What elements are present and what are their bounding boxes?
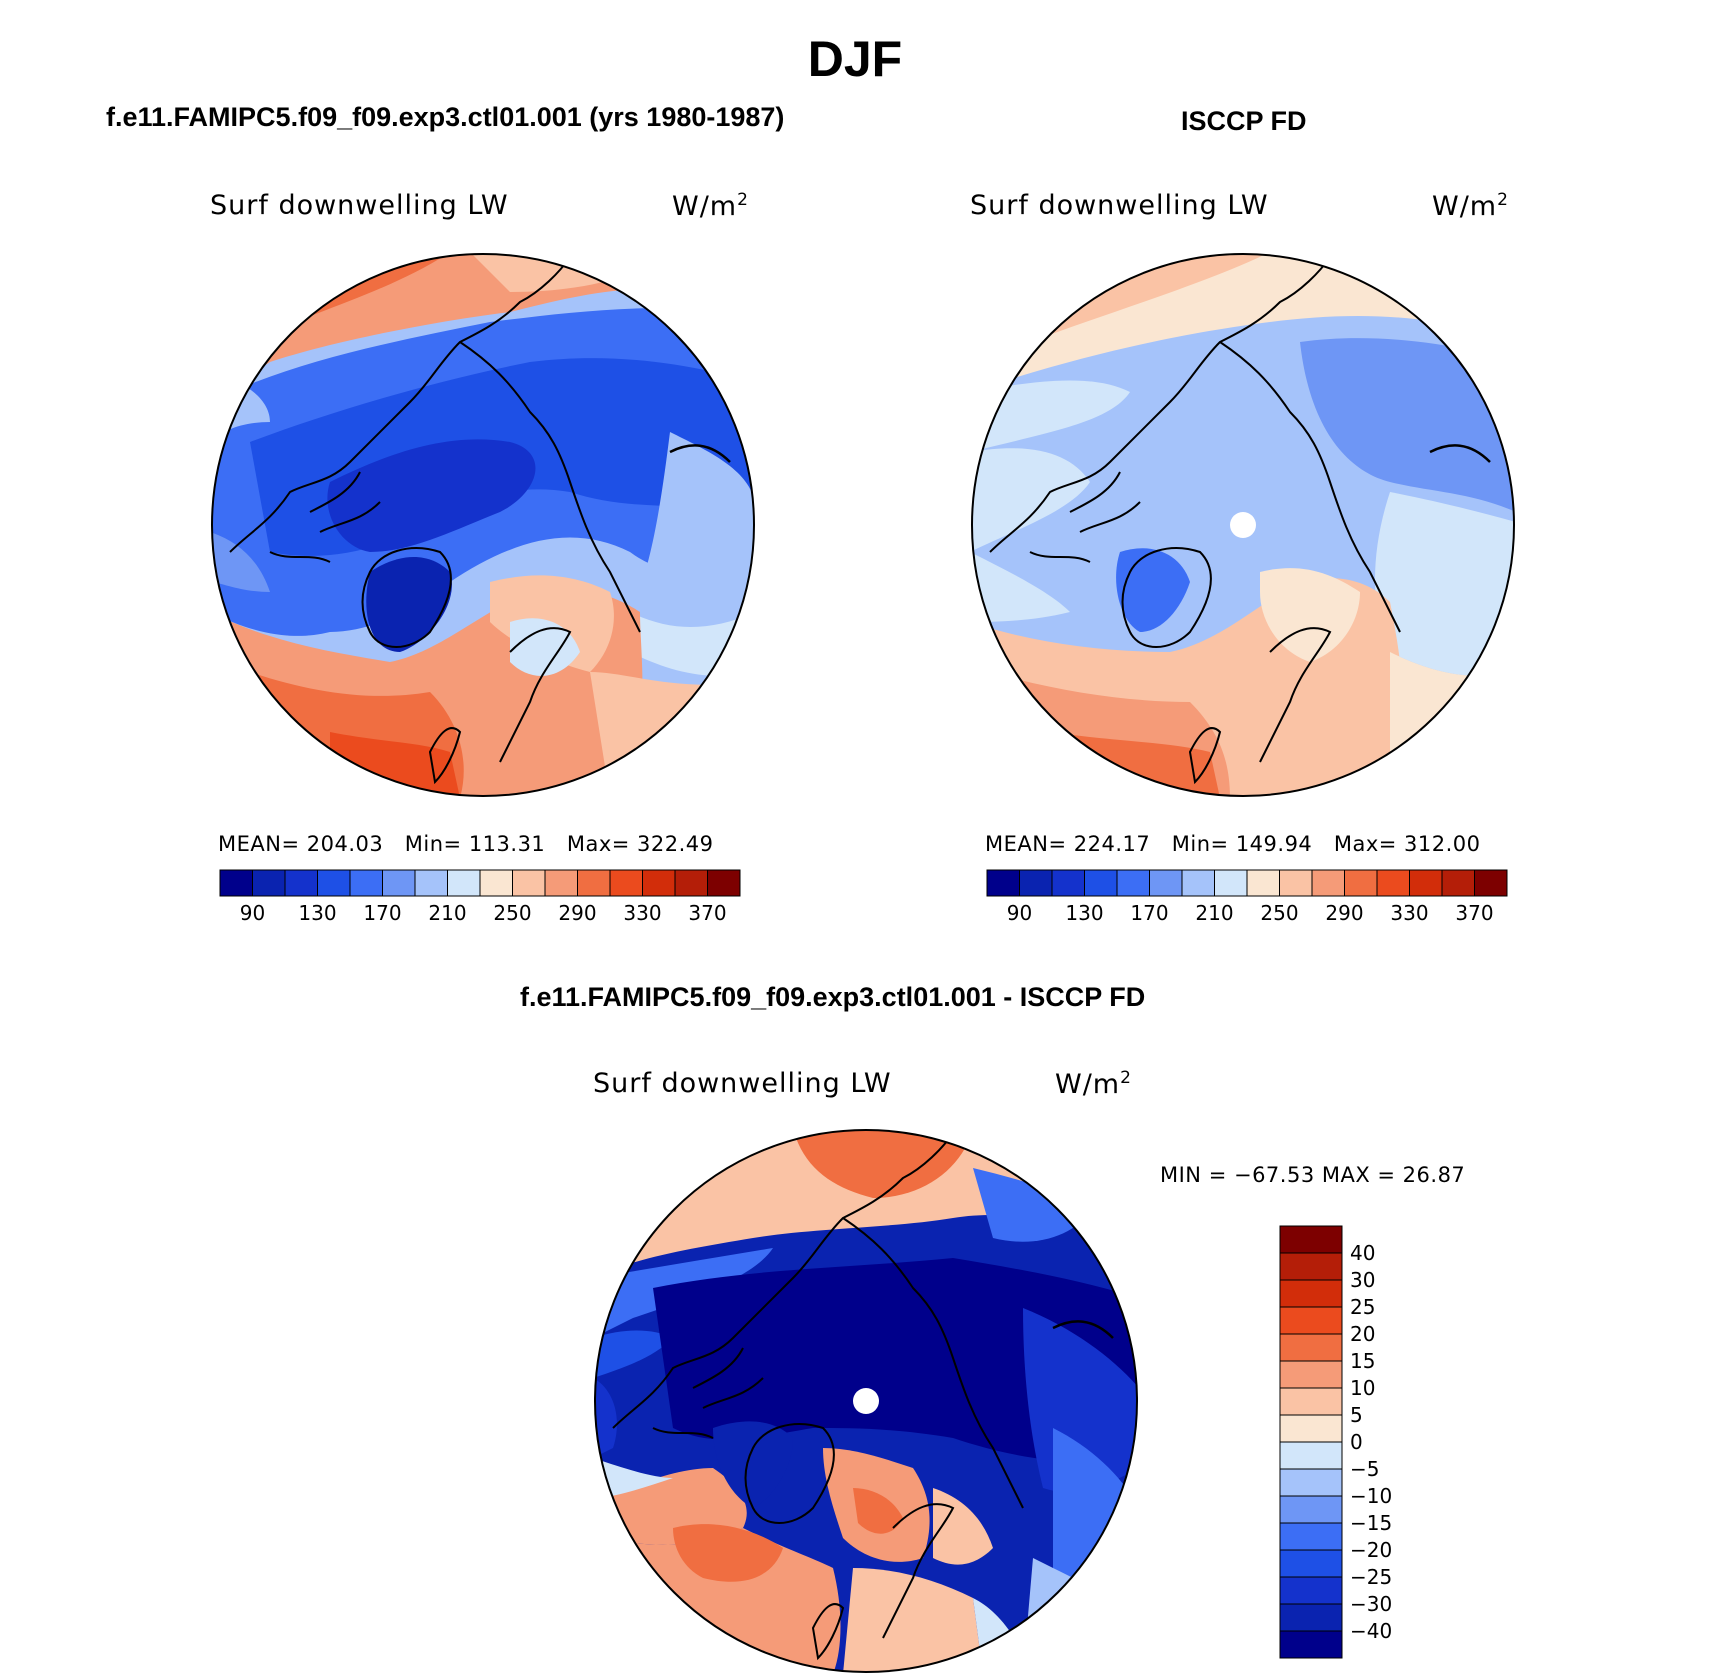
model-colorbar-swatch (479, 869, 513, 897)
diff-colorbar-tick-label: −25 (1350, 1565, 1392, 1589)
diff-colorbar-swatch (1279, 1279, 1343, 1308)
diff-colorbar-swatch (1279, 1549, 1343, 1578)
diff-colorbar-swatch (1279, 1225, 1343, 1254)
model-colorbar-swatch (577, 869, 611, 897)
diff-colorbar-swatch (1279, 1387, 1343, 1416)
obs-colorbar-tick-label: 210 (1195, 901, 1233, 925)
diff-colorbar-swatch (1279, 1333, 1343, 1362)
model-colorbar-tick-label: 370 (688, 901, 726, 925)
model-colorbar-swatch (349, 869, 383, 897)
obs-colorbar-swatch (1311, 869, 1345, 897)
model-colorbar-swatch (642, 869, 676, 897)
diff-colorbar-tick-label: −5 (1350, 1457, 1379, 1481)
diff-variable-label: Surf downwelling LW (593, 1068, 892, 1099)
obs-colorbar-swatch (1474, 869, 1508, 897)
obs-variable-label: Surf downwelling LW (970, 190, 1269, 221)
diff-colorbar-tick-label: −40 (1350, 1619, 1392, 1643)
model-colorbar-swatch (382, 869, 416, 897)
diff-colorbar-swatch (1279, 1252, 1343, 1281)
model-colorbar-swatch (609, 869, 643, 897)
obs-colorbar-tick-label: 130 (1065, 901, 1103, 925)
model-colorbar-tick-label: 210 (428, 901, 466, 925)
obs-polar-map (971, 253, 1515, 797)
diff-polar-map (594, 1129, 1138, 1673)
model-colorbar-swatch (317, 869, 351, 897)
diff-colorbar-swatch (1279, 1630, 1343, 1659)
model-colorbar-swatch (544, 869, 578, 897)
obs-colorbar-swatch (1084, 869, 1118, 897)
diff-units-label: W/m2 (1055, 1068, 1132, 1100)
diff-colorbar-tick-label: 40 (1350, 1241, 1375, 1265)
diff-colorbar-tick-label: 20 (1350, 1322, 1375, 1346)
model-variable-label: Surf downwelling LW (210, 190, 509, 221)
obs-colorbar-tick-label: 250 (1260, 901, 1298, 925)
figure-title: DJF (807, 31, 903, 87)
obs-colorbar-tick-label: 290 (1325, 901, 1363, 925)
model-colorbar-tick-label: 130 (298, 901, 336, 925)
diff-colorbar-swatch (1279, 1306, 1343, 1335)
model-stats: MEAN= 204.03 Min= 113.31 Max= 322.49 (218, 832, 714, 856)
diff-colorbar-tick-label: 10 (1350, 1376, 1375, 1400)
diff-colorbar-swatch (1279, 1603, 1343, 1632)
obs-colorbar-swatch (1051, 869, 1085, 897)
model-colorbar: 90 130 170 210 250 290 330 370 (219, 869, 741, 925)
diff-colorbar-tick-label: −30 (1350, 1592, 1392, 1616)
obs-colorbar: 90 130 170 210 250 290 330 370 (986, 869, 1508, 925)
diff-colorbar-swatch (1279, 1576, 1343, 1605)
model-colorbar-swatch (512, 869, 546, 897)
obs-colorbar-swatch (1149, 869, 1183, 897)
diff-colorbar-tick-label: −15 (1350, 1511, 1392, 1535)
diff-colorbar-swatch (1279, 1495, 1343, 1524)
model-colorbar-swatch (414, 869, 448, 897)
diff-min-max-text: MIN = −67.53 MAX = 26.87 (1160, 1163, 1466, 1187)
obs-colorbar-tick-label: 370 (1455, 901, 1493, 925)
diff-colorbar-tick-label: 15 (1350, 1349, 1375, 1373)
model-polar-map (211, 253, 755, 797)
model-colorbar-tick-label: 90 (240, 901, 265, 925)
diff-colorbar-swatch (1279, 1360, 1343, 1389)
obs-colorbar-tick-label: 90 (1007, 901, 1032, 925)
diff-colorbar-swatch (1279, 1414, 1343, 1443)
model-colorbar-tick-label: 170 (363, 901, 401, 925)
model-colorbar-tick-label: 250 (493, 901, 531, 925)
model-colorbar-swatch (707, 869, 741, 897)
diff-case-title: f.e11.FAMIPC5.f09_f09.exp3.ctl01.001 - I… (520, 982, 1146, 1012)
model-colorbar-swatch (674, 869, 708, 897)
obs-case-title: ISCCP FD (1181, 106, 1307, 136)
obs-colorbar-tick-label: 330 (1390, 901, 1428, 925)
model-colorbar-swatch (252, 869, 286, 897)
obs-colorbar-swatch (1409, 869, 1443, 897)
obs-colorbar-swatch (1214, 869, 1248, 897)
obs-colorbar-swatch (1181, 869, 1215, 897)
obs-colorbar-tick-label: 170 (1130, 901, 1168, 925)
obs-colorbar-swatch (1019, 869, 1053, 897)
model-colorbar-tick-label: 290 (558, 901, 596, 925)
obs-colorbar-swatch (1441, 869, 1475, 897)
model-colorbar-swatch (284, 869, 318, 897)
diff-colorbar-tick-label: 5 (1350, 1403, 1363, 1427)
model-colorbar-swatch (447, 869, 481, 897)
diff-colorbar-swatch (1279, 1522, 1343, 1551)
model-colorbar-swatch (219, 869, 253, 897)
obs-colorbar-swatch (1246, 869, 1280, 897)
model-case-title: f.e11.FAMIPC5.f09_f09.exp3.ctl01.001 (yr… (106, 102, 785, 132)
obs-colorbar-swatch (1116, 869, 1150, 897)
model-colorbar-tick-label: 330 (623, 901, 661, 925)
obs-colorbar-swatch (986, 869, 1020, 897)
diff-colorbar-swatch (1279, 1468, 1343, 1497)
obs-colorbar-swatch (1344, 869, 1378, 897)
diff-colorbar-tick-label: −10 (1350, 1484, 1392, 1508)
diff-colorbar-tick-label: −20 (1350, 1538, 1392, 1562)
diff-colorbar-tick-label: 30 (1350, 1268, 1375, 1292)
obs-stats: MEAN= 224.17 Min= 149.94 Max= 312.00 (985, 832, 1481, 856)
diff-colorbar-swatch (1279, 1441, 1343, 1470)
diff-colorbar-tick-label: 0 (1350, 1430, 1363, 1454)
obs-colorbar-swatch (1279, 869, 1313, 897)
model-units-label: W/m2 (672, 190, 749, 222)
diff-colorbar: 40 30 25 20 15 10 5 0 −5 −10 −15 −20 −25 −30 −40 (1279, 1225, 1392, 1659)
obs-colorbar-swatch (1376, 869, 1410, 897)
diff-colorbar-tick-label: 25 (1350, 1295, 1375, 1319)
obs-units-label: W/m2 (1432, 190, 1509, 222)
